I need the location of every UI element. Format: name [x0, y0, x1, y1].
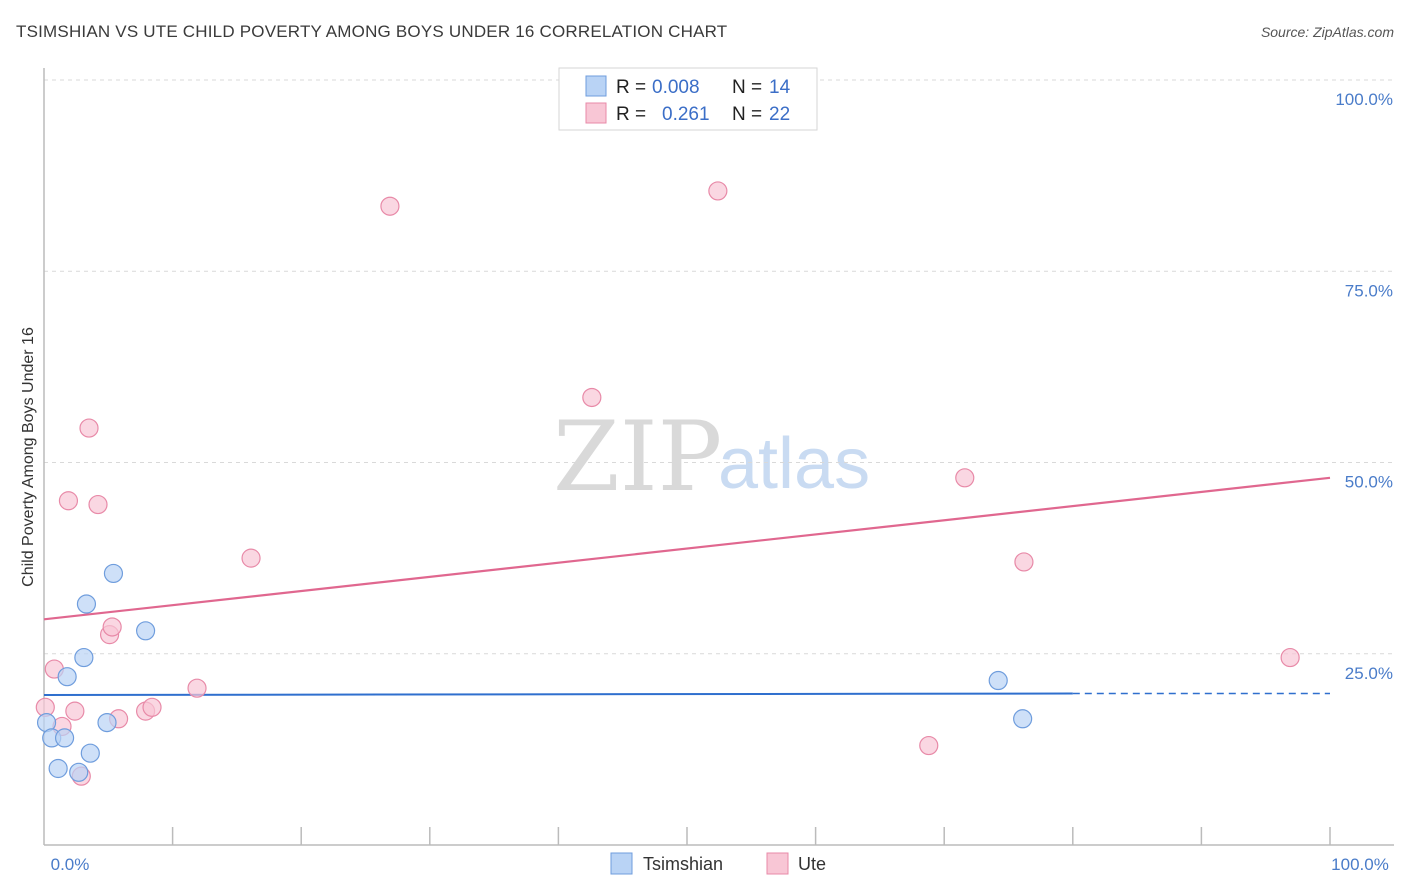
point-tsimshian-9 — [97, 712, 117, 733]
point-ute-9 — [102, 617, 122, 637]
y-tick-label-2: 50.0% — [1345, 473, 1393, 492]
y-tick-labels: 100.0% 75.0% 50.0% 25.0% — [1335, 90, 1393, 683]
y-tick-label-1: 75.0% — [1345, 281, 1393, 300]
gridlines — [44, 79, 1394, 655]
point-ute-20 — [1014, 552, 1034, 572]
point-tsimshian-2 — [48, 758, 68, 779]
legend-r-value-1: 0.008 — [652, 77, 700, 98]
point-ute-4 — [65, 701, 85, 721]
point-tsimshian-11 — [135, 621, 156, 641]
point-ute-12 — [142, 697, 162, 717]
point-ute-16 — [582, 387, 602, 408]
legend-r-label-2: R = — [616, 104, 646, 125]
point-tsimshian-13 — [1013, 709, 1033, 729]
x-tick-label-max: 100.0% — [1331, 855, 1389, 874]
point-ute-3 — [58, 491, 79, 511]
trend-line-tsimshian — [43, 692, 1073, 697]
y-axis-label: Child Poverty Among Boys Under 16 — [20, 327, 37, 587]
legend-r-value-2: 0.261 — [662, 104, 710, 125]
point-ute-17 — [708, 181, 728, 201]
y-tick-label-0: 100.0% — [1335, 90, 1393, 109]
point-tsimshian-4 — [57, 667, 77, 687]
chart-title: TSIMSHIAN VS UTE CHILD POVERTY AMONG BOY… — [16, 22, 728, 41]
x-tick-label-min: 0.0% — [51, 855, 90, 874]
point-tsimshian-5 — [69, 762, 89, 782]
series-legend-label-ute: Ute — [798, 854, 826, 874]
legend-n-label-1: N = — [732, 77, 762, 98]
point-ute-13 — [187, 678, 207, 698]
data-points — [35, 181, 1300, 786]
stats-legend: R = 0.008 N = 14 R = 0.261 N = 22 — [558, 67, 818, 131]
watermark-zip: ZIP — [553, 401, 722, 513]
point-tsimshian-12 — [988, 670, 1008, 691]
legend-swatch-ute — [585, 102, 607, 124]
series-legend-swatch-ute — [766, 852, 789, 875]
legend-n-value-2: 22 — [769, 104, 790, 125]
point-ute-7 — [88, 494, 108, 515]
watermark-atlas: atlas — [718, 424, 870, 504]
series-legend-swatch-tsimshian — [610, 852, 633, 875]
point-ute-21 — [1280, 647, 1300, 668]
point-ute-6 — [79, 418, 99, 438]
point-tsimshian-8 — [80, 743, 100, 763]
point-ute-18 — [919, 735, 939, 756]
trend-lines — [43, 476, 1331, 697]
legend-swatch-tsimshian — [585, 75, 607, 97]
x-ticks — [171, 827, 1331, 845]
legend-n-label-2: N = — [732, 104, 762, 125]
point-tsimshian-7 — [76, 594, 97, 614]
legend-r-label-1: R = — [616, 77, 646, 98]
series-legend: Tsimshian Ute — [610, 852, 826, 875]
point-ute-15 — [380, 196, 400, 216]
point-tsimshian-10 — [103, 563, 124, 584]
point-ute-14 — [241, 548, 261, 568]
trend-line-ute — [43, 476, 1331, 621]
legend-n-value-1: 14 — [769, 77, 791, 98]
point-ute-19 — [955, 468, 975, 488]
y-tick-label-3: 25.0% — [1345, 664, 1393, 683]
point-tsimshian-6 — [74, 647, 94, 668]
source-label: Source: ZipAtlas.com — [1260, 24, 1394, 40]
watermark: ZIP atlas — [553, 401, 870, 513]
point-tsimshian-3 — [54, 728, 75, 748]
series-legend-label-tsimshian: Tsimshian — [643, 854, 723, 874]
